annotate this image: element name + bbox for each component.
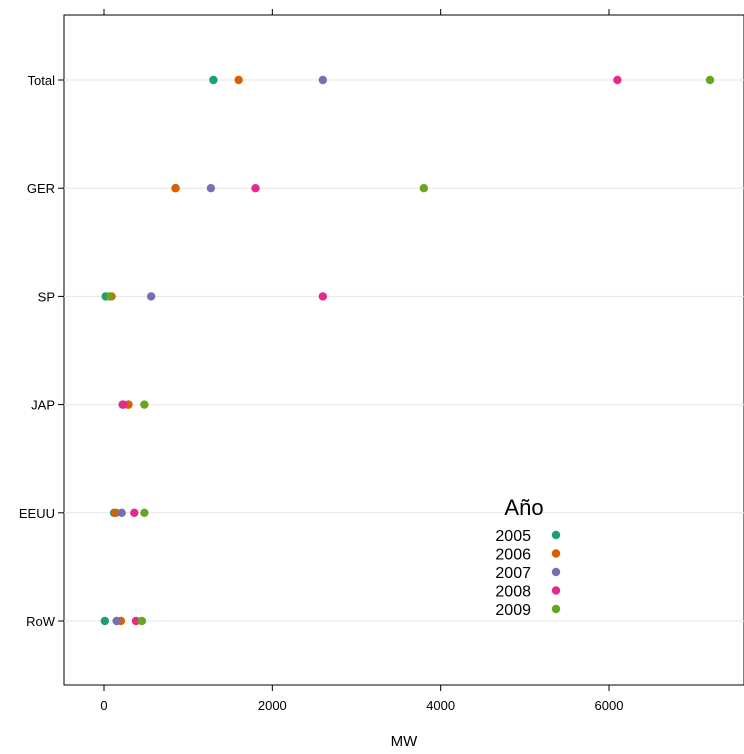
point-2009-ger [419,184,429,193]
point-2008-total [613,75,622,85]
point-2006-total [234,75,243,85]
x-axis-title: MW [391,733,418,750]
legend-marker-2005 [551,530,561,540]
legend-title: Año [504,495,543,520]
legend-marker-2009 [551,604,561,614]
x-tick-label-4000: 4000 [426,698,455,713]
point-2005-row [100,616,110,626]
y-tick-label-sp: SP [38,289,55,304]
point-2006-ger [171,184,180,193]
y-tick-label-jap: JAP [31,398,55,413]
point-2008-eeuu [130,508,139,517]
point-2007-sp [146,292,156,301]
y-tick-label-ger: GER [27,181,55,196]
x-tick-label-6000: 6000 [595,698,624,713]
point-2007-ger [206,184,216,193]
x-tick-label-0: 0 [100,698,107,713]
data-points [100,75,715,626]
grid-lines [64,79,744,622]
point-2007-row [112,616,121,626]
legend-label-2006: 2006 [495,547,531,564]
legend-label-2005: 2005 [495,528,531,545]
point-2008-row [131,616,141,626]
y-axis: Total GER SP JAP EEUU RoW [19,73,64,629]
point-2009-eeuu [140,508,149,517]
plot-frame [63,14,744,686]
point-2007-eeuu [117,508,126,517]
point-2007-total [318,75,328,85]
point-2006-eeuu [111,508,120,517]
x-axis: 0 2000 4000 6000 [100,9,623,713]
y-tick-label-row: RoW [26,614,56,629]
legend-marker-2008 [551,586,561,595]
legend-marker-2006 [551,549,561,558]
y-tick-label-eeuu: EEUU [19,506,55,521]
point-2005-total [209,75,218,85]
legend-label-2007: 2007 [495,565,531,582]
point-2008-ger [251,184,260,193]
y-tick-label-total: Total [28,73,56,88]
point-2008-sp [318,292,328,301]
x-tick-label-2000: 2000 [258,698,287,713]
legend-marker-2007 [551,567,561,577]
point-2009-row [137,616,147,626]
point-2009-total [705,75,715,85]
point-2009-sp [105,292,115,301]
point-2009-jap [140,400,149,409]
point-2008-jap [119,400,128,409]
legend-label-2008: 2008 [495,584,531,601]
legend-label-2009: 2009 [495,602,531,619]
